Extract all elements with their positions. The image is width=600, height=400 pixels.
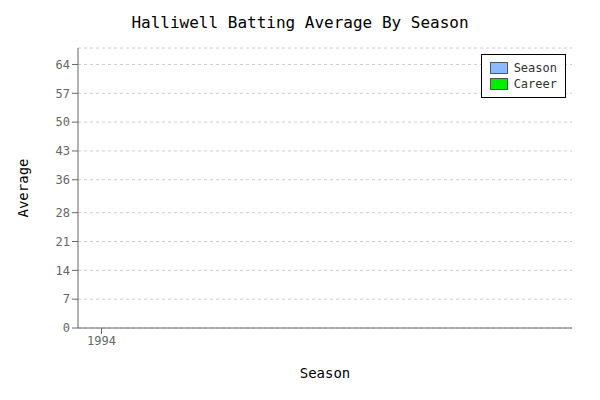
html-text:Season: Season (513, 61, 557, 75)
svg-text:36: 36 (56, 173, 70, 187)
svg-text:57: 57 (56, 87, 70, 101)
svg-text:14: 14 (56, 264, 70, 278)
svg-text:7: 7 (63, 292, 70, 306)
svg-text:64: 64 (56, 58, 70, 72)
svg-text:1994: 1994 (87, 334, 116, 348)
svg-text:Season: Season (300, 365, 351, 381)
svg-text:21: 21 (56, 235, 70, 249)
svg-text:0: 0 (63, 321, 70, 335)
svg-text:43: 43 (56, 144, 70, 158)
svg-text:50: 50 (56, 115, 70, 129)
svg-text:28: 28 (56, 206, 70, 220)
html-text:Career: Career (513, 77, 557, 91)
svg-text:Average: Average (15, 158, 31, 217)
html-text:Halliwell Batting Average By S: Halliwell Batting Average By Season (131, 13, 469, 32)
